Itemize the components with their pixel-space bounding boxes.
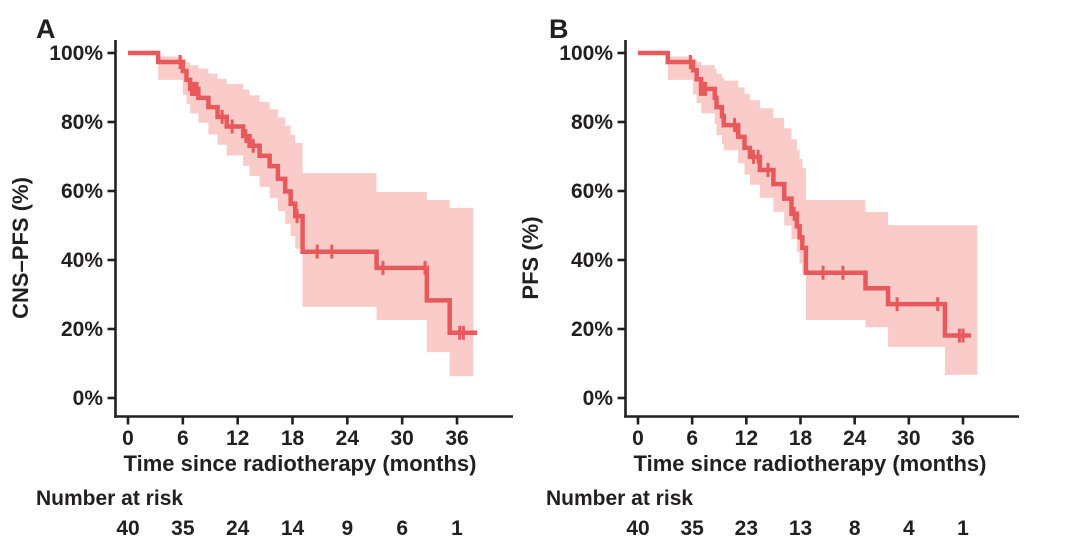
y-tick-label: 80% bbox=[571, 111, 613, 134]
ci-band-a bbox=[158, 56, 474, 377]
ci-band-b bbox=[667, 56, 978, 375]
risk-table-label: Number at risk bbox=[36, 487, 183, 510]
panel-letter: B bbox=[549, 14, 569, 44]
risk-count: 8 bbox=[849, 517, 861, 540]
y-tick-label: 100% bbox=[559, 42, 613, 65]
y-tick-label: 40% bbox=[61, 249, 103, 272]
risk-count: 40 bbox=[626, 517, 649, 540]
y-tick-label: 20% bbox=[571, 318, 613, 341]
y-tick-label: 60% bbox=[571, 180, 613, 203]
x-tick-label: 18 bbox=[789, 427, 813, 450]
risk-count: 1 bbox=[957, 517, 969, 540]
y-tick-label: 20% bbox=[61, 318, 103, 341]
y-tick-label: 80% bbox=[61, 111, 103, 134]
y-tick-label: 60% bbox=[61, 180, 103, 203]
risk-count: 1 bbox=[451, 517, 463, 540]
risk-count: 35 bbox=[171, 517, 195, 540]
x-tick-label: 30 bbox=[390, 427, 413, 450]
y-tick-label: 100% bbox=[49, 42, 103, 65]
x-tick-label: 36 bbox=[445, 427, 468, 450]
risk-count: 35 bbox=[680, 517, 704, 540]
x-tick-label: 30 bbox=[897, 427, 920, 450]
x-tick-label: 36 bbox=[951, 427, 974, 450]
risk-count: 40 bbox=[116, 517, 139, 540]
x-axis-title: Time since radiotherapy (months) bbox=[124, 451, 477, 476]
x-tick-label: 24 bbox=[843, 427, 867, 450]
km-panel-a: 100% 80% 60% 40% 20% 0% 0 6 12 18 24 30 36 A Time sinc… bbox=[8, 14, 513, 540]
risk-count: 14 bbox=[281, 517, 305, 540]
x-axis-title: Time since radiotherapy (months) bbox=[634, 451, 987, 476]
risk-table-label: Number at risk bbox=[546, 487, 693, 510]
y-tick-label: 0% bbox=[583, 387, 614, 410]
y-tick-label: 40% bbox=[571, 249, 613, 272]
risk-count: 24 bbox=[226, 517, 250, 540]
x-tick-label: 12 bbox=[226, 427, 249, 450]
x-tick-label: 6 bbox=[177, 427, 189, 450]
x-tick-label: 0 bbox=[122, 427, 134, 450]
panel-letter: A bbox=[36, 14, 56, 44]
risk-count: 6 bbox=[396, 517, 408, 540]
risk-count: 9 bbox=[341, 517, 353, 540]
x-tick-label: 6 bbox=[686, 427, 698, 450]
risk-count: 4 bbox=[903, 517, 915, 540]
x-tick-label: 0 bbox=[632, 427, 644, 450]
risk-count: 13 bbox=[789, 517, 812, 540]
x-tick-label: 12 bbox=[735, 427, 758, 450]
y-axis-title: PFS (%) bbox=[518, 216, 543, 299]
y-axis-title: CNS–PFS (%) bbox=[8, 177, 33, 319]
risk-count: 23 bbox=[735, 517, 758, 540]
y-tick-label: 0% bbox=[73, 387, 104, 410]
x-tick-label: 24 bbox=[336, 427, 360, 450]
x-tick-label: 18 bbox=[281, 427, 305, 450]
